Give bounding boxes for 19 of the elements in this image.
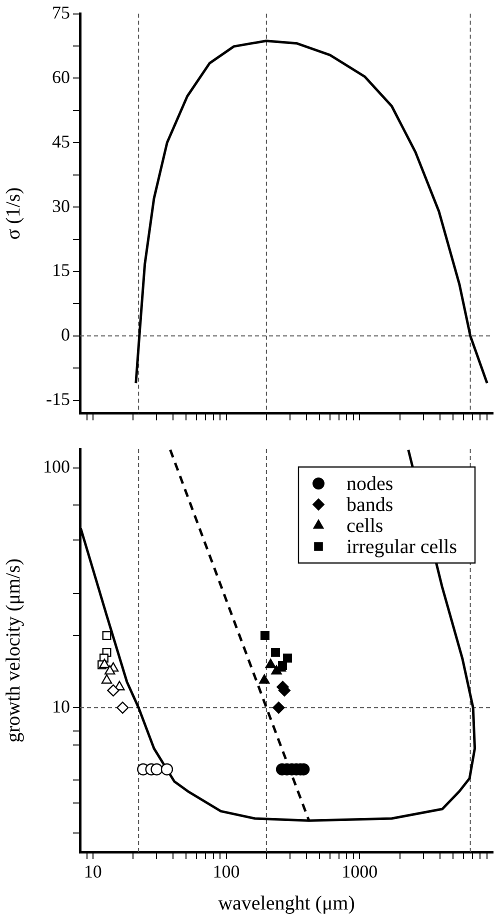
legend-label: nodes (346, 472, 394, 495)
legend-label: irregular cells (346, 536, 458, 558)
y-tick-label: 60 (52, 66, 70, 87)
y-axis-title: σ (1/s) (2, 187, 24, 240)
y-axis-title: growth velocity (μm/s) (2, 558, 24, 743)
legend-label: cells (346, 514, 384, 537)
x-tick-label: 10 (84, 862, 102, 882)
y-tick-label: 10 (52, 696, 70, 716)
y-tick-label: 0 (61, 324, 70, 345)
x-tick-label: 100 (212, 862, 240, 882)
y-tick-label: 30 (52, 196, 70, 216)
y-tick-label: 75 (52, 2, 70, 23)
y-tick-label: -15 (46, 389, 70, 410)
x-axis-title: wavelenght (μm) (218, 892, 355, 914)
y-tick-label: 45 (52, 131, 70, 152)
y-tick-label: 100 (43, 456, 70, 477)
legend-label: bands (346, 494, 394, 516)
y-tick-label: 15 (52, 260, 70, 280)
x-tick-label: 1000 (342, 862, 378, 882)
